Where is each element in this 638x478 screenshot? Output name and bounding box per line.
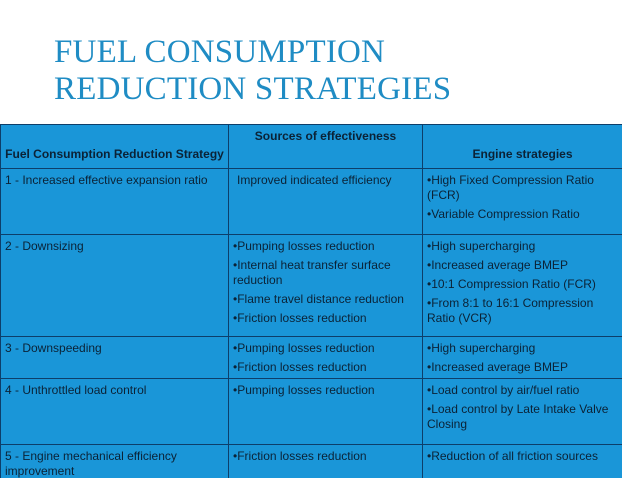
sources-item: •Pumping losses reduction (233, 239, 375, 253)
slide-title: FUEL CONSUMPTION REDUCTION STRATEGIES (54, 34, 451, 108)
sources-cell: •Pumping losses reduction •Friction loss… (228, 336, 423, 379)
engine-item: •Increased average BMEP (427, 360, 568, 374)
title-area: FUEL CONSUMPTION REDUCTION STRATEGIES (0, 0, 638, 124)
engine-item: •Variable Compression Ratio (427, 207, 580, 221)
strategy-cell: 1 - Increased effective expansion ratio (0, 168, 229, 235)
strategies-table-area: Fuel Consumption Reduction Strategy Sour… (0, 124, 622, 478)
engine-item: •10:1 Compression Ratio (FCR) (427, 277, 596, 291)
sources-item: •Pumping losses reduction (233, 383, 375, 397)
sources-item: •Friction losses reduction (233, 360, 367, 374)
table-header-row: Fuel Consumption Reduction Strategy Sour… (0, 124, 622, 169)
sources-item: •Flame travel distance reduction (233, 292, 404, 306)
table-row: 4 - Unthrottled load control •Pumping lo… (0, 378, 622, 445)
engine-item: •From 8:1 to 16:1 Compression Ratio (VCR… (427, 296, 594, 325)
engine-item: •High supercharging (427, 341, 536, 355)
sources-cell: •Pumping losses reduction (228, 378, 423, 445)
sources-item: •Friction losses reduction (233, 311, 367, 325)
sources-item: •Friction losses reduction (233, 449, 367, 463)
table-row: 1 - Increased effective expansion ratio … (0, 168, 622, 235)
strategy-cell: 3 - Downspeeding (0, 336, 229, 379)
engine-item: •Load control by air/fuel ratio (427, 383, 580, 397)
right-margin-bar (622, 0, 638, 478)
engine-item: •Increased average BMEP (427, 258, 568, 272)
engine-item: •Reduction of all friction sources (427, 449, 598, 463)
header-sources: Sources of effectiveness (228, 124, 423, 169)
sources-cell: •Pumping losses reduction •Internal heat… (228, 234, 423, 337)
header-engine: Engine strategies (422, 124, 622, 169)
engine-cell: •Reduction of all friction sources (422, 444, 622, 478)
header-strategy: Fuel Consumption Reduction Strategy (0, 124, 229, 169)
strategy-cell: 2 - Downsizing (0, 234, 229, 337)
sources-cell: Improved indicated efficiency (228, 168, 423, 235)
strategy-cell: 5 - Engine mechanical efficiency improve… (0, 444, 229, 478)
engine-item: •High Fixed Compression Ratio (FCR) (427, 173, 594, 202)
table-row: 3 - Downspeeding •Pumping losses reducti… (0, 336, 622, 379)
table-row: 5 - Engine mechanical efficiency improve… (0, 444, 622, 478)
sources-item: Improved indicated efficiency (237, 173, 392, 187)
table-row: 2 - Downsizing •Pumping losses reduction… (0, 234, 622, 337)
engine-cell: •High supercharging •Increased average B… (422, 336, 622, 379)
sources-item: •Pumping losses reduction (233, 341, 375, 355)
engine-cell: •Load control by air/fuel ratio •Load co… (422, 378, 622, 445)
engine-cell: •High Fixed Compression Ratio (FCR) •Var… (422, 168, 622, 235)
engine-item: •High supercharging (427, 239, 536, 253)
strategy-cell: 4 - Unthrottled load control (0, 378, 229, 445)
strategies-table: Fuel Consumption Reduction Strategy Sour… (0, 124, 622, 478)
sources-cell: •Friction losses reduction (228, 444, 423, 478)
slide-title-line-1: FUEL CONSUMPTION (54, 34, 386, 70)
sources-item: •Internal heat transfer surface reductio… (233, 258, 391, 287)
slide-title-line-2: REDUCTION STRATEGIES (54, 71, 452, 107)
engine-item: •Load control by Late Intake Valve Closi… (427, 402, 609, 431)
engine-cell: •High supercharging •Increased average B… (422, 234, 622, 337)
